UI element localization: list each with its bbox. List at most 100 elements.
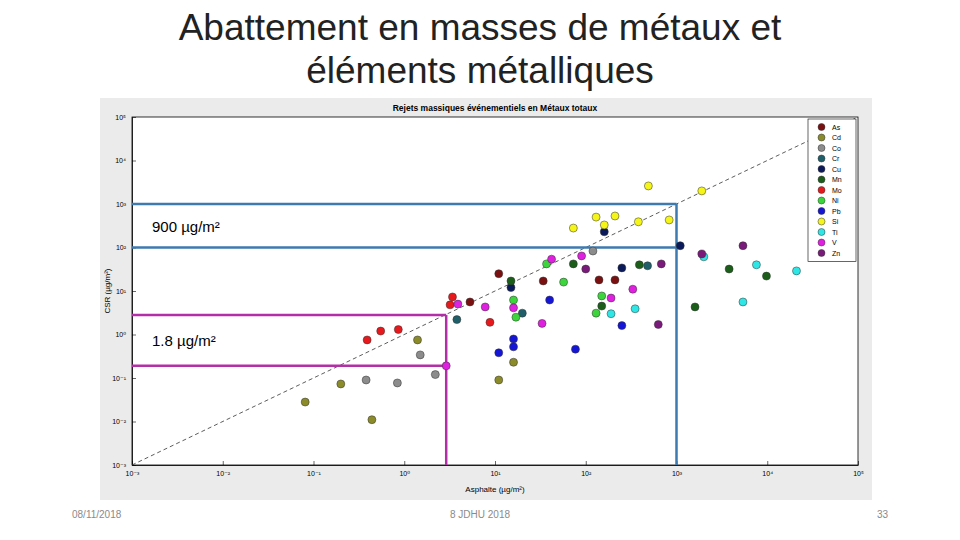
point xyxy=(725,265,733,273)
annotation-hline xyxy=(132,203,677,206)
point xyxy=(510,296,518,304)
point xyxy=(611,276,619,284)
point xyxy=(446,301,454,309)
point xyxy=(337,380,345,388)
point xyxy=(657,260,665,268)
legend-label: Ti xyxy=(832,229,838,236)
tick-mark xyxy=(132,422,136,423)
point xyxy=(507,277,515,285)
point xyxy=(486,318,494,326)
legend-label: Co xyxy=(832,145,841,152)
tick: 10⁰ xyxy=(115,331,136,338)
point xyxy=(560,278,568,286)
tick-label: 10⁰ xyxy=(115,331,126,338)
x-axis-title: Asphalte (µg/m²) xyxy=(465,485,525,494)
point xyxy=(676,242,684,250)
point xyxy=(416,351,424,359)
legend-label: Ni xyxy=(832,197,839,204)
point xyxy=(598,302,606,310)
annotation-vline xyxy=(445,315,448,465)
point xyxy=(363,336,371,344)
point xyxy=(448,293,456,301)
point xyxy=(510,343,518,351)
tick: 10⁻¹ xyxy=(307,461,321,477)
tick-mark xyxy=(404,461,405,465)
point xyxy=(698,250,706,258)
point xyxy=(607,310,615,318)
tick: 10⁻¹ xyxy=(112,375,136,382)
tick-label: 10⁻¹ xyxy=(307,470,321,477)
series-ti xyxy=(607,253,800,318)
legend-symbol xyxy=(818,166,825,173)
series-si xyxy=(569,182,705,232)
tick-label: 10¹ xyxy=(490,470,501,477)
tick-mark xyxy=(132,291,136,292)
footer-event: 8 JDHU 2018 xyxy=(450,509,510,520)
series-ni xyxy=(510,260,606,321)
tick-label: 10⁻² xyxy=(112,418,126,425)
tick-label: 10⁵ xyxy=(115,114,126,121)
point xyxy=(600,221,608,229)
series-pb xyxy=(495,296,626,357)
point xyxy=(453,316,461,324)
series-cd xyxy=(301,336,517,424)
legend-symbol xyxy=(818,124,825,131)
legend-label: Cd xyxy=(832,134,841,141)
legend-label: Cr xyxy=(832,155,840,162)
point xyxy=(495,376,503,384)
tick: 10¹ xyxy=(116,288,136,295)
tick-label: 10² xyxy=(116,244,127,251)
legend-symbol xyxy=(818,134,825,141)
legend-label: Si xyxy=(832,218,839,225)
series-mo xyxy=(363,293,494,344)
point xyxy=(548,255,556,263)
series-zn xyxy=(582,242,747,329)
point xyxy=(512,313,520,321)
footer-date: 08/11/2018 xyxy=(72,509,122,520)
slide-title: éléments métalliques xyxy=(306,50,654,91)
point xyxy=(635,261,643,269)
tick-label: 10⁻³ xyxy=(126,470,140,477)
point xyxy=(546,296,554,304)
plot-background xyxy=(132,117,858,465)
legend-symbol xyxy=(818,155,825,162)
point xyxy=(644,182,652,190)
legend: AsCdCoCrCuMnMoNiPbSiTiVZn xyxy=(808,119,856,262)
point xyxy=(481,303,489,311)
point xyxy=(611,212,619,220)
point xyxy=(618,322,626,330)
tick-label: 10⁵ xyxy=(853,470,864,477)
tick: 10² xyxy=(581,461,592,477)
legend-label: Zn xyxy=(832,250,840,257)
point xyxy=(510,358,518,366)
x-axis: 10⁻³10⁻²10⁻¹10⁰10¹10²10³10⁴10⁵ xyxy=(126,461,864,477)
point xyxy=(698,187,706,195)
point xyxy=(442,362,450,370)
tick-label: 10⁴ xyxy=(115,157,126,164)
chart-title: Rejets massiques événementiels en Métaux… xyxy=(393,103,598,113)
tick-label: 10² xyxy=(581,470,592,477)
point xyxy=(592,309,600,317)
point xyxy=(592,213,600,221)
point xyxy=(589,247,597,255)
legend-symbol xyxy=(818,187,825,194)
plot-area xyxy=(132,117,858,465)
legend-symbol xyxy=(818,145,825,152)
legend-label: As xyxy=(832,124,841,131)
tick-label: 10⁻² xyxy=(216,470,230,477)
legend-symbol xyxy=(818,176,825,183)
point xyxy=(578,252,586,260)
point xyxy=(539,277,547,285)
tick: 10⁻² xyxy=(112,418,136,425)
tick-mark xyxy=(586,461,587,465)
tick: 10⁵ xyxy=(853,461,864,477)
point xyxy=(595,276,603,284)
point xyxy=(739,298,747,306)
figure-panel xyxy=(100,98,872,500)
point xyxy=(792,267,800,275)
point xyxy=(752,261,760,269)
point xyxy=(454,300,462,308)
point xyxy=(762,272,770,280)
point xyxy=(377,327,385,335)
legend-symbol xyxy=(818,250,825,257)
